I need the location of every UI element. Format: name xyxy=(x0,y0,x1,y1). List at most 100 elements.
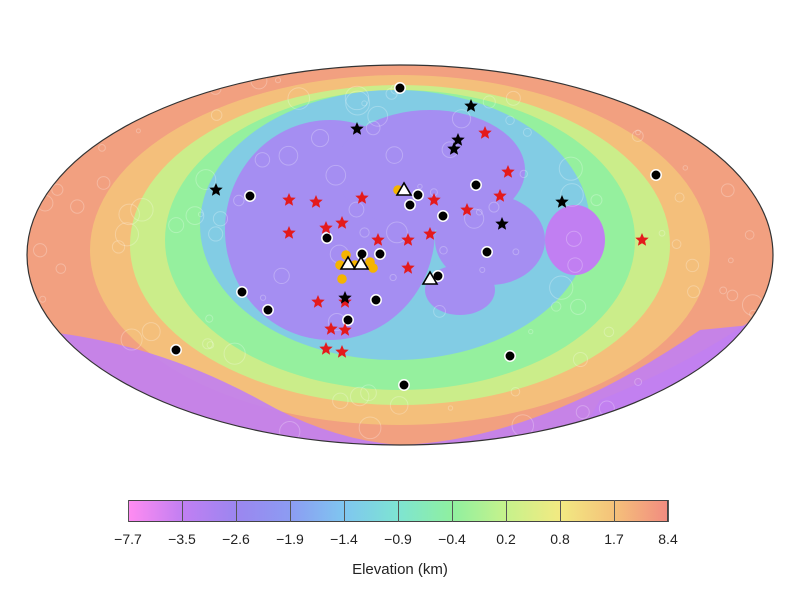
red-star-marker xyxy=(338,295,352,308)
red-star-marker xyxy=(635,233,649,246)
crater-texture xyxy=(447,405,454,411)
colorbar-tick xyxy=(398,500,399,522)
black-star-marker xyxy=(555,195,569,208)
red-star-marker xyxy=(501,165,515,178)
crater-texture xyxy=(118,203,140,226)
black-circle-marker xyxy=(437,210,449,222)
colorbar-tick-label: 8.4 xyxy=(658,531,678,547)
crater-texture xyxy=(590,194,603,207)
crater-texture xyxy=(93,123,109,138)
colorbar-tick xyxy=(344,500,345,522)
crater-texture xyxy=(39,342,54,357)
colorbar-tick-label: 0.8 xyxy=(550,531,570,547)
colorbar-tick-label: −7.7 xyxy=(114,531,142,547)
crater-texture xyxy=(386,221,408,244)
red-star-marker xyxy=(311,295,325,308)
black-circle-marker xyxy=(650,169,662,181)
crater-texture xyxy=(385,146,404,164)
crater-texture xyxy=(488,201,500,213)
colorbar-tick-label: −1.9 xyxy=(276,531,304,547)
crater-texture xyxy=(98,144,106,152)
black-circle-marker xyxy=(504,350,516,362)
crater-texture xyxy=(233,194,245,207)
crater-texture xyxy=(720,183,735,198)
crater-texture xyxy=(210,109,223,121)
crater-texture xyxy=(389,273,397,282)
crater-texture xyxy=(130,198,154,222)
crater-texture xyxy=(111,240,126,254)
crater-texture xyxy=(726,289,739,302)
red-star-marker xyxy=(338,323,352,336)
crater-texture xyxy=(361,100,368,107)
crater-texture xyxy=(120,328,143,351)
colorbar-ticks xyxy=(128,500,669,522)
crater-texture xyxy=(114,222,140,247)
black-circle-marker xyxy=(412,189,424,201)
crater-texture xyxy=(560,183,584,207)
crater-texture xyxy=(88,386,105,404)
black-circle-marker xyxy=(481,246,493,258)
crater-texture xyxy=(451,109,472,129)
crater-texture xyxy=(149,65,172,83)
crater-texture xyxy=(714,360,728,374)
crater-texture xyxy=(671,239,682,250)
red-star-marker xyxy=(478,126,492,139)
crater-texture xyxy=(389,396,409,415)
crater-texture xyxy=(681,102,695,116)
moon-elevation-map xyxy=(26,64,774,446)
crater-texture xyxy=(325,164,347,186)
black-star-marker xyxy=(350,122,364,135)
crater-texture xyxy=(558,156,583,181)
black-circle-marker xyxy=(398,379,410,391)
crater-texture xyxy=(146,401,164,420)
crater-texture xyxy=(278,145,299,166)
crater-texture xyxy=(91,69,107,86)
crater-texture xyxy=(528,329,534,335)
red-star-marker xyxy=(401,261,415,274)
crater-texture xyxy=(727,257,734,264)
crater-texture xyxy=(479,266,486,273)
red-star-marker xyxy=(324,322,338,335)
black-circle-marker xyxy=(321,232,333,244)
crater-texture xyxy=(510,386,521,397)
crater-texture xyxy=(273,267,290,285)
crater-texture xyxy=(575,405,590,420)
crater-texture xyxy=(672,414,685,428)
mollweide-map xyxy=(26,64,774,446)
red-star-marker xyxy=(355,191,369,204)
crater-texture xyxy=(439,246,448,255)
crater-texture xyxy=(70,199,85,214)
colorbar-tick-label: −2.6 xyxy=(222,531,250,547)
black-star-marker xyxy=(495,217,509,230)
crater-texture xyxy=(482,95,496,109)
colorbar-tick xyxy=(182,500,183,522)
black-star-marker xyxy=(464,99,478,112)
crater-texture xyxy=(223,342,246,365)
crater-texture xyxy=(505,115,515,126)
red-star-marker xyxy=(423,227,437,240)
map-outline xyxy=(26,64,774,446)
red-star-marker xyxy=(335,216,349,229)
crater-texture xyxy=(365,120,381,136)
red-star-marker xyxy=(427,193,441,206)
white-triangle-marker xyxy=(352,255,370,270)
crater-texture xyxy=(51,183,64,196)
crater-texture xyxy=(505,90,521,106)
crater-texture xyxy=(360,384,377,402)
colorbar-tick xyxy=(452,500,453,522)
crater-texture xyxy=(359,227,370,238)
crater-texture xyxy=(551,301,562,312)
colorbar-tick-label: −0.4 xyxy=(438,531,466,547)
crater-texture xyxy=(95,90,105,100)
white-triangle-marker xyxy=(421,270,439,285)
black-star-marker xyxy=(209,183,223,196)
colorbar-tick-label: −3.5 xyxy=(168,531,196,547)
black-star-marker xyxy=(451,133,465,146)
black-circle-marker xyxy=(236,286,248,298)
crater-texture xyxy=(687,285,700,299)
crater-texture xyxy=(433,304,446,318)
red-star-marker xyxy=(282,226,296,239)
black-circle-marker xyxy=(244,190,256,202)
black-circle-marker xyxy=(342,314,354,326)
colorbar-tick xyxy=(614,500,615,522)
